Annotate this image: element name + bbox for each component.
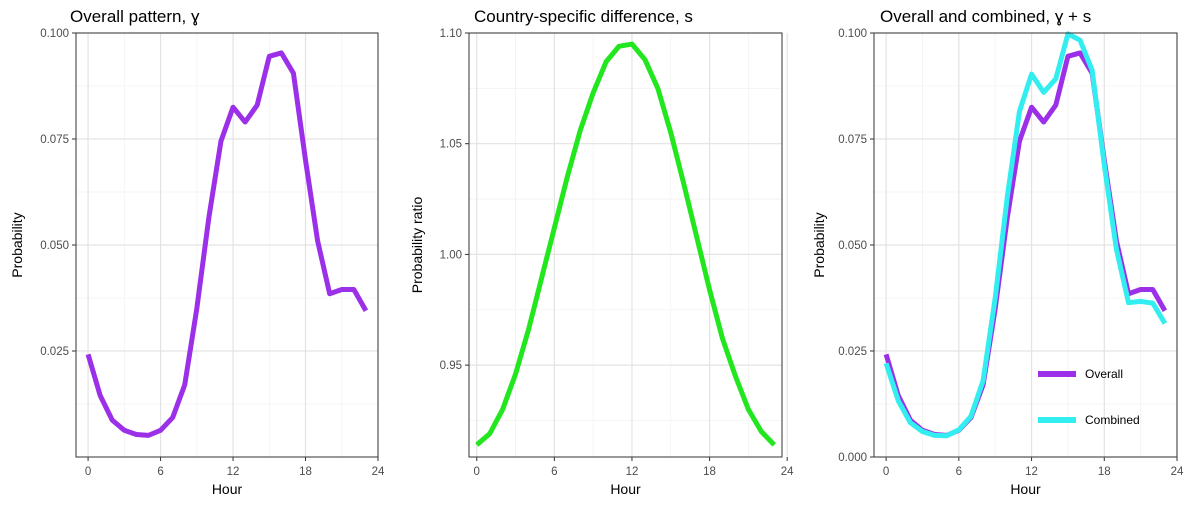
- panel-border: [873, 32, 1178, 458]
- panel-2-title: Country-specific difference, s: [474, 7, 693, 26]
- x-tick-label: 24: [781, 466, 794, 478]
- panel-3-x-axis-label: Hour: [1010, 481, 1041, 497]
- x-tick-label: 18: [1098, 466, 1111, 478]
- panel-3-y-axis-label: Probability: [811, 212, 827, 277]
- y-tick-label: 1.10: [440, 28, 462, 40]
- y-tick-label: 0.100: [838, 28, 867, 40]
- panel-2-y-axis-label: Probability ratio: [409, 197, 425, 294]
- x-tick-label: 6: [551, 466, 557, 478]
- panel-3: 0 6 12 18 24 0.000 0.025 0.050 0.075 0.100: [838, 28, 1184, 478]
- panel-1-x-axis-label: Hour: [212, 481, 243, 497]
- y-tick-label: 0.050: [40, 240, 69, 252]
- panel-1-title: Overall pattern, ɣ: [70, 7, 200, 26]
- series-line-1: [85, 50, 369, 438]
- series-line-1: [475, 41, 777, 447]
- x-tick-label: 18: [299, 466, 312, 478]
- x-tick-label: 6: [956, 466, 962, 478]
- y-tick-label: 1.00: [440, 249, 462, 261]
- y-tick-label: 1.05: [440, 139, 462, 151]
- y-tick-label: 0.100: [40, 28, 69, 40]
- y-tick-label: 0.025: [838, 346, 867, 358]
- y-tick-label: 0.95: [440, 360, 462, 372]
- x-tick-label: 6: [157, 466, 163, 478]
- panel-border: [75, 32, 379, 458]
- panel-border: [468, 32, 783, 458]
- x-tick-label: 0: [85, 466, 91, 478]
- panel-3-title: Overall and combined, ɣ + s: [880, 7, 1091, 26]
- x-tick-label: 12: [227, 466, 240, 478]
- x-tick-label: 0: [474, 466, 480, 478]
- series-line-overall: [883, 50, 1168, 438]
- y-tick-label: 0.075: [40, 134, 69, 146]
- panel-2: 0 6 12 18 24 0.95 1.00 1.05 1.10: [440, 28, 795, 478]
- y-tick-label: 0.075: [838, 134, 867, 146]
- x-tick-label: 24: [1171, 466, 1184, 478]
- y-tick-label: 0.000: [838, 452, 867, 464]
- x-tick-label: 24: [372, 466, 385, 478]
- panel-1: 0 6 12 18 24 0.025 0.050 0.075 0.100: [40, 28, 385, 478]
- panel-1-y-axis-label: Probability: [9, 212, 25, 277]
- series-line-combined: [883, 31, 1168, 439]
- panel-2-x-axis-label: Hour: [610, 481, 641, 497]
- legend-label-combined: Combined: [1085, 413, 1140, 427]
- x-tick-label: 12: [1025, 466, 1038, 478]
- x-tick-label: 12: [626, 466, 639, 478]
- x-tick-label: 18: [703, 466, 716, 478]
- y-tick-label: 0.050: [838, 240, 867, 252]
- x-tick-label: 0: [883, 466, 889, 478]
- legend-label-overall: Overall: [1085, 367, 1123, 381]
- y-tick-label: 0.025: [40, 346, 69, 358]
